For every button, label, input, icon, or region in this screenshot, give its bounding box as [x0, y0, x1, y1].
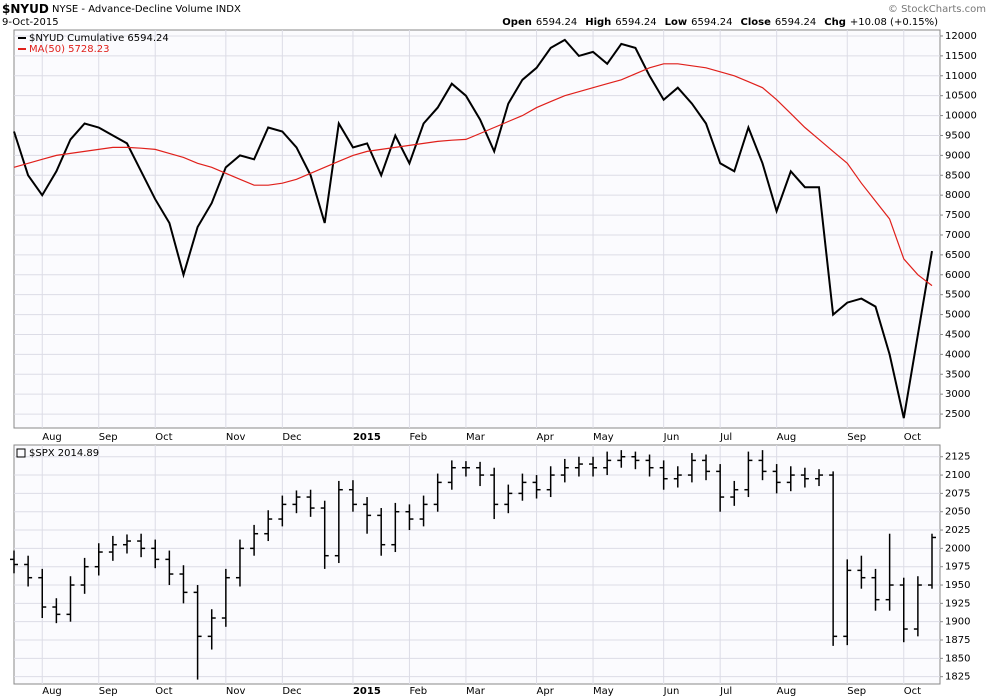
- y-tick-label: 1875: [945, 635, 970, 646]
- date: 9-Oct-2015: [2, 17, 59, 28]
- x-tick-label: Aug: [777, 686, 797, 697]
- y-tick-label: 7000: [945, 230, 970, 241]
- y-tick-label: 4500: [945, 329, 970, 340]
- x-tick-label: May: [593, 432, 614, 443]
- legend-label: $SPX 2014.89: [29, 448, 99, 459]
- x-tick-label: Sep: [847, 432, 866, 443]
- x-tick-label: Apr: [537, 686, 555, 697]
- x-tick-label: Sep: [99, 432, 118, 443]
- y-tick-label: 6500: [945, 250, 970, 261]
- x-tick-label: Jul: [719, 686, 732, 697]
- chart-title: $NYUD NYSE - Advance-Decline Volume INDX: [2, 2, 241, 16]
- quote-value: 6594.24: [615, 17, 656, 28]
- legend-label: $NYUD Cumulative 6594.24: [29, 33, 169, 44]
- y-tick-label: 11000: [945, 71, 977, 82]
- y-tick-label: 3500: [945, 369, 970, 380]
- x-tick-label: Nov: [226, 686, 246, 697]
- x-tick-label: Sep: [847, 686, 866, 697]
- symbol: $NYUD: [2, 2, 49, 16]
- quote-value: 6594.24: [775, 17, 816, 28]
- x-tick-label: Feb: [409, 432, 427, 443]
- x-tick-label: Jun: [663, 686, 680, 697]
- quote-value: 6594.24: [691, 17, 732, 28]
- x-tick-label: Aug: [777, 432, 797, 443]
- x-tick-label: May: [593, 686, 614, 697]
- y-tick-label: 8000: [945, 190, 970, 201]
- y-tick-label: 2000: [945, 543, 970, 554]
- x-tick-label: Apr: [537, 432, 555, 443]
- x-tick-label: Oct: [155, 686, 172, 697]
- x-tick-label: Feb: [409, 686, 427, 697]
- y-tick-label: 2075: [945, 488, 970, 499]
- x-tick-label: Nov: [226, 432, 246, 443]
- x-tick-label: Sep: [99, 686, 118, 697]
- y-tick-label: 8500: [945, 170, 970, 181]
- quote-label: High: [585, 17, 611, 28]
- x-tick-label: Dec: [282, 686, 301, 697]
- y-tick-label: 2100: [945, 470, 970, 481]
- y-tick-label: 1975: [945, 562, 970, 573]
- plot-area: [13, 29, 941, 429]
- x-tick-label: Oct: [904, 432, 921, 443]
- quote-label: Chg: [824, 17, 846, 28]
- y-tick-label: 10000: [945, 111, 977, 122]
- y-tick-label: 10500: [945, 91, 977, 102]
- y-tick-label: 2500: [945, 409, 970, 420]
- y-tick-label: 1950: [945, 580, 970, 591]
- y-tick-label: 12000: [945, 31, 977, 42]
- legend-icon: [16, 448, 26, 458]
- series-line: [13, 38, 933, 419]
- y-tick-label: 11500: [945, 51, 977, 62]
- x-tick-label: Mar: [466, 432, 486, 443]
- x-tick-label: Jun: [663, 432, 680, 443]
- y-tick-label: 5000: [945, 310, 970, 321]
- x-tick-label: 2015: [353, 686, 381, 697]
- y-tick-label: 7500: [945, 210, 970, 221]
- series-line: [13, 63, 933, 287]
- quote-label: Low: [665, 17, 687, 28]
- y-tick-label: 5500: [945, 290, 970, 301]
- y-tick-label: 9500: [945, 130, 970, 141]
- y-tick-label: 2125: [945, 452, 970, 463]
- y-tick-label: 6000: [945, 270, 970, 281]
- copyright: © StockCharts.com: [888, 4, 986, 15]
- y-tick-label: 3000: [945, 389, 970, 400]
- x-tick-label: Mar: [466, 686, 486, 697]
- x-tick-label: Oct: [155, 432, 172, 443]
- title: NYSE - Advance-Decline Volume INDX: [52, 4, 241, 15]
- y-tick-label: 1900: [945, 617, 970, 628]
- y-tick-label: 1925: [945, 598, 970, 609]
- x-tick-label: Oct: [904, 686, 921, 697]
- y-tick-label: 2025: [945, 525, 970, 536]
- x-tick-label: 2015: [353, 432, 381, 443]
- y-tick-label: 2050: [945, 507, 970, 518]
- y-tick-label: 9000: [945, 150, 970, 161]
- quote-value: 6594.24: [536, 17, 577, 28]
- x-tick-label: Aug: [42, 686, 62, 697]
- y-tick-label: 1850: [945, 653, 970, 664]
- plot-area: [13, 444, 941, 685]
- y-tick-label: 1825: [945, 672, 970, 683]
- x-tick-label: Aug: [42, 432, 62, 443]
- quote: Open 6594.24 High 6594.24 Low 6594.24 Close 659…: [502, 17, 938, 28]
- quote-change: +10.08 (+0.15%): [850, 17, 938, 28]
- quote-label: Close: [741, 17, 772, 28]
- quote-label: Open: [502, 17, 532, 28]
- x-tick-label: Jul: [719, 432, 732, 443]
- x-tick-label: Dec: [282, 432, 301, 443]
- legend-label: MA(50) 5728.23: [29, 44, 110, 55]
- y-tick-label: 4000: [945, 349, 970, 360]
